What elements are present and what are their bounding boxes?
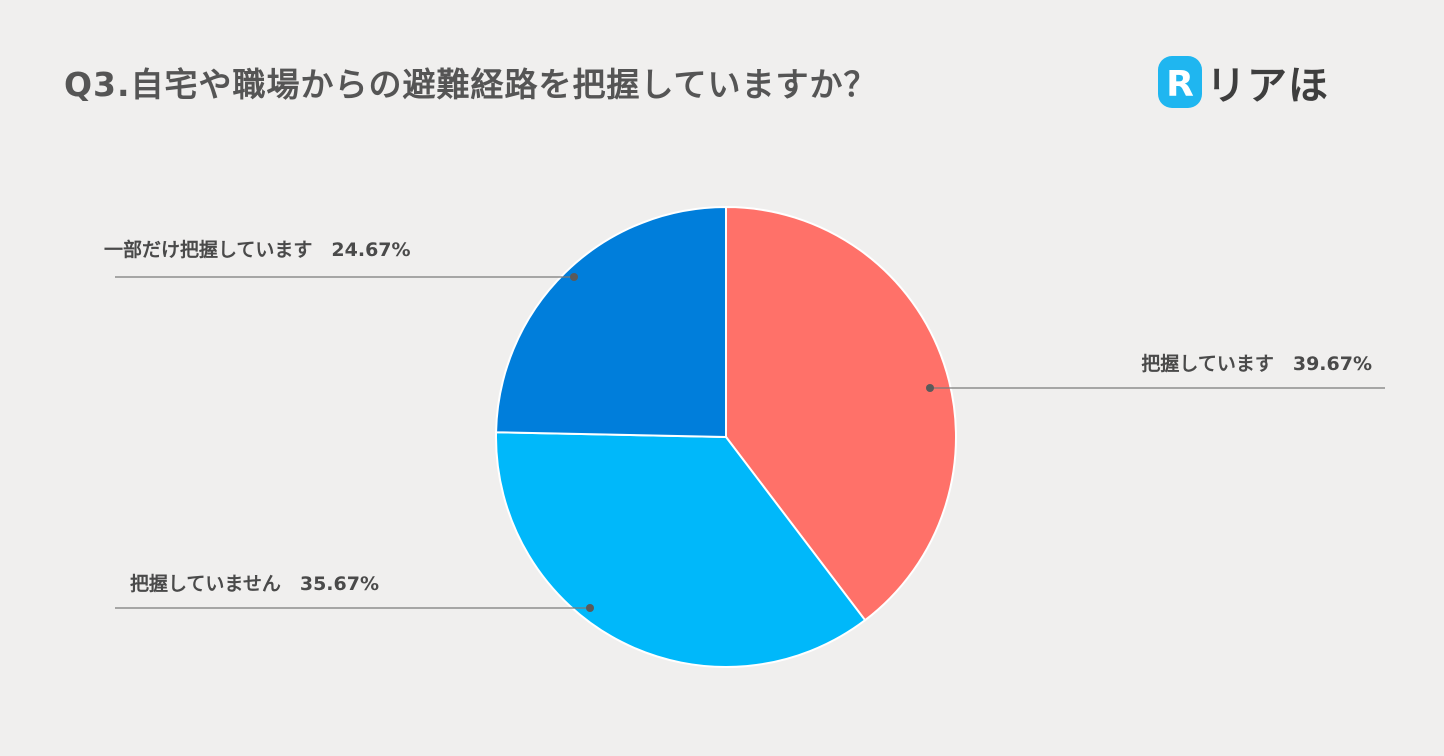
pie-slice-0 [725,205,957,622]
chart-title: Q3.自宅や職場からの避難経路を把握していますか？ [64,65,878,104]
brand-logo: R リアほ [1158,52,1329,112]
logo-mark-letter: R [1166,64,1194,105]
leader-dot-0 [926,384,934,392]
slice-label-1: 把握していません 35.67% [130,572,379,595]
logo-mark-icon: R [1158,56,1202,108]
slice-label-2: 一部だけ把握しています 24.67% [104,238,411,261]
leader-dot-2 [570,273,578,281]
logo-brand-text: リアほ [1206,63,1329,109]
leader-dot-1 [586,604,594,612]
slice-label-0: 把握しています 39.67% [1141,352,1372,375]
pie-slice-2 [495,205,727,439]
